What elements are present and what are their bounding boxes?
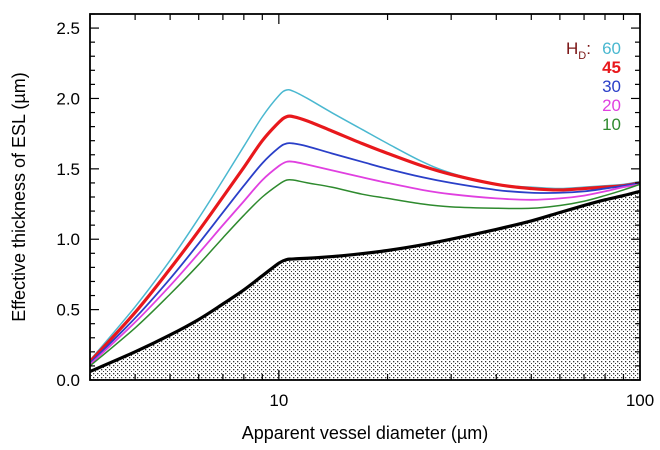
y-tick-label: 0.0 bbox=[56, 371, 80, 390]
x-tick-label: 100 bbox=[626, 391, 654, 410]
y-axis-label: Effective thickness of ESL (µm) bbox=[9, 72, 29, 321]
y-tick-label: 2.5 bbox=[56, 19, 80, 38]
shaded-region bbox=[90, 191, 640, 380]
legend-item-hd-10: 10 bbox=[602, 115, 621, 134]
x-axis-label: Apparent vessel diameter (µm) bbox=[242, 423, 488, 443]
y-tick-label: 1.0 bbox=[56, 230, 80, 249]
y-tick-label: 2.0 bbox=[56, 89, 80, 108]
series-line-baseline bbox=[90, 189, 640, 374]
legend-item-hd-20: 20 bbox=[602, 96, 621, 115]
x-tick-label: 10 bbox=[269, 391, 288, 410]
series-line-hd-10 bbox=[90, 178, 640, 367]
legend-prefix: HD: bbox=[566, 39, 591, 62]
legend-item-hd-30: 30 bbox=[602, 77, 621, 96]
series-line-hd-45 bbox=[90, 114, 640, 364]
y-tick-label: 0.5 bbox=[56, 301, 80, 320]
legend-item-hd-45: 45 bbox=[602, 58, 621, 77]
series-line-hd-20 bbox=[90, 160, 640, 366]
legend-item-hd-60: 60 bbox=[602, 39, 621, 58]
y-tick-label: 1.5 bbox=[56, 160, 80, 179]
series-line-hd-30 bbox=[90, 142, 640, 365]
